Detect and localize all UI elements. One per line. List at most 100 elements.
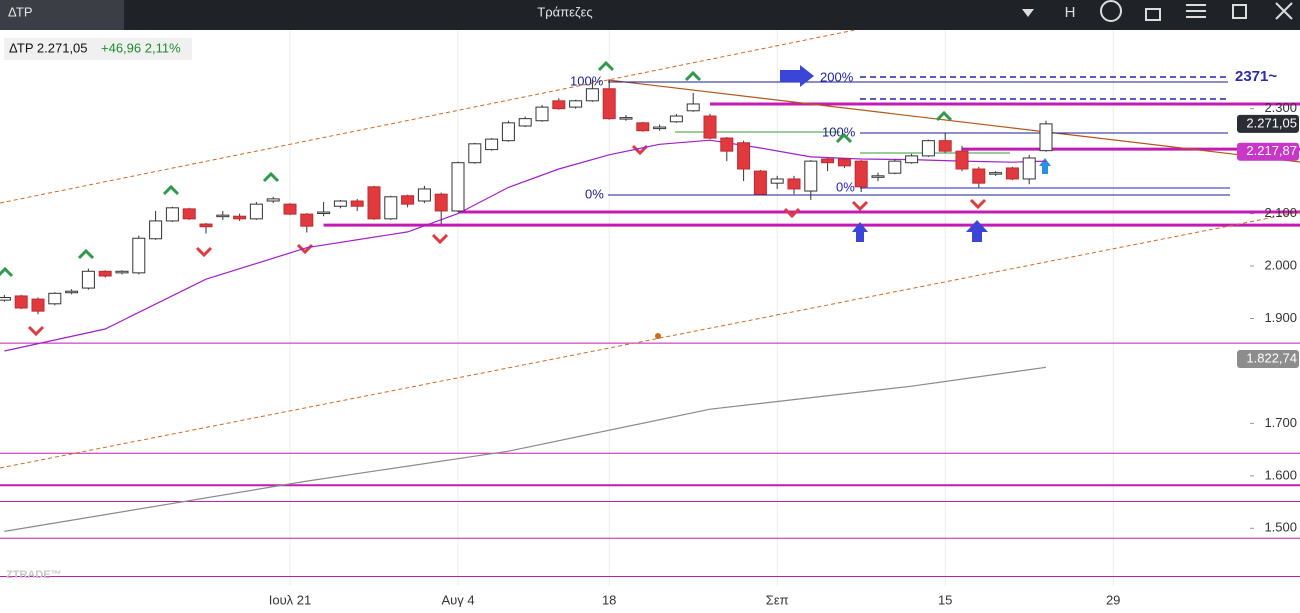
y-tick-label: 2.000 [1264,257,1297,272]
signal-arrow [780,65,814,87]
sell-signals [27,144,987,337]
channel-lower [0,211,1300,469]
candle-body-down [1005,167,1019,180]
candle-body-up [585,88,599,102]
fib-label: 0% [585,186,604,201]
candle-body-up [921,140,935,157]
candle-body-down [31,298,45,312]
fib-label: 100% [822,124,856,139]
candle-body-up [149,220,163,240]
candle-body-up [417,188,431,202]
restore-icon[interactable] [1232,4,1247,19]
fib-label: 100% [570,73,604,88]
quote-box [4,38,192,60]
fib-label: 200% [820,69,854,84]
price-label: 2.271,05 [1246,115,1297,130]
candle-body-up [619,117,633,120]
tab[interactable] [0,0,124,30]
candle-body-up [569,100,583,108]
candle-body-up [669,115,683,123]
candle-body-down [602,88,616,120]
candle-body-down [737,142,751,170]
candle-body-up [216,214,230,218]
signal-arrow [1039,158,1051,174]
candle-body-down [401,195,415,205]
candle-body-up [266,198,280,202]
signal-arrow [966,220,988,242]
candle-body-down [854,160,868,188]
candle-body-up [804,160,818,192]
candle-body-up [535,106,549,122]
close-icon[interactable] [1275,2,1293,20]
candle-body-down [98,270,112,277]
price-label: 1.822,74 [1246,350,1297,365]
target-label: 2371~ [1235,68,1277,85]
candle-body-down [14,295,28,309]
grid [0,30,1300,586]
moving-average [4,366,1047,532]
candle-body-down [837,158,851,167]
candle-body-up [0,297,11,301]
candle-body-down [787,178,801,190]
x-tick-label: 15 [938,592,952,607]
price-label: 2.217,87 [1246,143,1297,158]
candle-body-down [821,158,835,164]
candle-body-down [972,168,986,184]
candle-body-up [686,103,700,112]
y-tick-label: 1.900 [1264,310,1297,325]
candle-body-down [300,213,314,227]
buy-signals [0,60,953,278]
chat-icon[interactable] [1100,0,1122,22]
candle-body-up [653,126,667,130]
candle-body-up [485,138,499,151]
x-tick-label: Ιουλ 21 [269,592,312,607]
candle-body-up [65,290,79,294]
candle-body-down [233,215,247,220]
x-tick-label: Σεπ [766,592,789,607]
title-bar [0,0,1300,30]
candle-body-down [182,208,196,220]
candle-body-down [434,193,448,212]
candle-body-down [703,115,717,139]
candle-body-down [753,170,767,195]
candle-body-down [367,186,381,220]
price-label-box [1237,142,1299,161]
watermark: ZTRADE™ [6,569,62,581]
x-tick-label: Αυγ 4 [441,592,474,607]
fib-label: 0% [836,179,855,194]
lock-icon[interactable] [1145,8,1161,21]
candle-body-down [199,223,213,228]
candle-body-up [905,155,919,164]
candle-body-up [132,237,146,274]
candle-body-up [871,175,885,178]
signal-arrow [852,222,868,242]
candle-body-down [720,137,734,152]
tab-label: ΔΤΡ [8,4,33,19]
candle-body-up [1039,123,1053,152]
candle-body-up [249,203,263,220]
menu-icon[interactable] [1186,4,1206,18]
window-title: Τράπεζες [537,4,592,19]
candle-body-up [384,196,398,220]
price-label-box [1237,114,1299,133]
y-tick-label: 2.100 [1264,205,1297,220]
candle-body-up [1022,157,1036,180]
quote-price: ΔΤΡ 2.271,05 [9,40,88,55]
candle-body-up [115,270,129,274]
menu-letter[interactable]: H [1065,4,1076,21]
candle-body-up [501,122,515,142]
dropdown-icon[interactable] [1022,9,1034,17]
channel-point [655,333,661,339]
candle-body-up [333,200,347,207]
moving-average [4,139,1047,352]
candle-body-up [888,160,902,174]
candle-body-down [552,100,566,110]
quote-change: +46,96 2,11% [101,40,181,55]
candle-body-up [165,207,179,222]
x-tick-label: 29 [1106,592,1120,607]
candle-body-down [636,122,650,132]
candle-body-up [770,178,784,184]
candle-body-down [350,200,364,207]
